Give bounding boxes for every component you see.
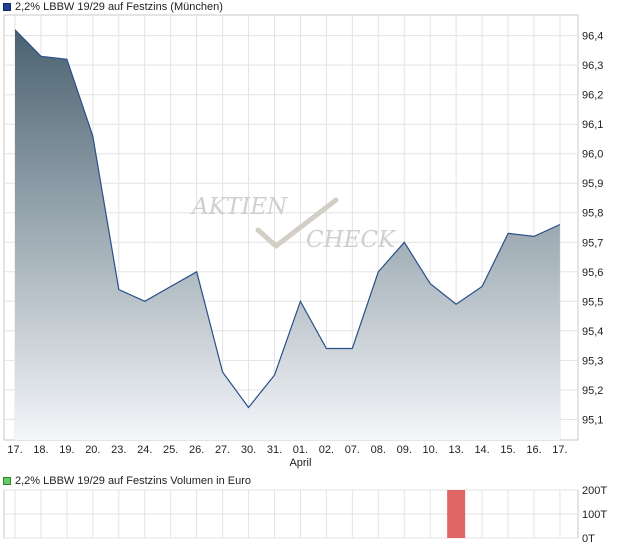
price-y-tick-label: 95,4 xyxy=(582,326,603,338)
x-tick-label: 10. xyxy=(423,444,438,456)
volume-grid xyxy=(3,489,579,539)
price-legend: 2,2% LBBW 19/29 auf Festzins (München) xyxy=(3,0,223,14)
x-tick-label: 23. xyxy=(111,444,126,456)
price-legend-swatch xyxy=(3,3,11,11)
x-tick-label: 18. xyxy=(33,444,48,456)
watermark-bottom-text: CHECK xyxy=(306,227,397,253)
volume-y-tick-label: 200T xyxy=(582,485,607,497)
price-legend-label: 2,2% LBBW 19/29 auf Festzins (München) xyxy=(15,1,223,13)
x-tick-label: 15. xyxy=(500,444,515,456)
price-y-tick-label: 95,6 xyxy=(582,267,603,279)
price-y-tick-label: 95,1 xyxy=(582,414,603,426)
price-line xyxy=(14,29,561,409)
x-tick-label: 30. xyxy=(241,444,256,456)
volume-y-tick-label: 100T xyxy=(582,509,607,521)
x-tick-label: 13. xyxy=(449,444,464,456)
volume-bars xyxy=(447,490,466,538)
x-tick-label: 31. xyxy=(267,444,282,456)
price-area-fill xyxy=(15,29,560,441)
x-tick-label: 24. xyxy=(137,444,152,456)
x-tick-label: 14. xyxy=(474,444,489,456)
price-y-tick-label: 95,7 xyxy=(582,237,603,249)
x-tick-label: 20. xyxy=(85,444,100,456)
price-y-axis: 95,1 95,2 95,3 95,4 95,5 95,6 95,7 95,8 95,9 96,0… xyxy=(582,31,603,427)
price-y-tick-label: 96,4 xyxy=(582,31,603,43)
price-y-tick-label: 96,2 xyxy=(582,90,603,102)
x-tick-label: 26. xyxy=(189,444,204,456)
checkmark-icon xyxy=(255,197,339,249)
x-tick-label: 07. xyxy=(345,444,360,456)
volume-legend: 2,2% LBBW 19/29 auf Festzins Volumen in … xyxy=(3,474,251,488)
x-tick-label: 27. xyxy=(215,444,230,456)
x-axis: 17. 18. 19. 20. 23. 24. 25. 26. 27. 30. 31. 01. 02. 0… xyxy=(7,444,567,456)
price-y-tick-label: 96,1 xyxy=(582,119,603,131)
x-tick-label: 17. xyxy=(552,444,567,456)
price-y-tick-label: 95,5 xyxy=(582,296,603,308)
volume-bar xyxy=(447,490,466,538)
price-y-tick-label: 95,2 xyxy=(582,385,603,397)
volume-legend-swatch xyxy=(3,477,11,485)
volume-legend-label: 2,2% LBBW 19/29 auf Festzins Volumen in … xyxy=(15,475,252,487)
x-tick-label: 17. xyxy=(7,444,22,456)
aktiencheck-watermark: AKTIEN CHECK xyxy=(190,194,397,253)
watermark-top-text: AKTIEN xyxy=(190,194,288,220)
x-tick-label: 01. xyxy=(293,444,308,456)
x-tick-label: 16. xyxy=(526,444,541,456)
x-tick-label: 09. xyxy=(397,444,412,456)
price-y-tick-label: 95,3 xyxy=(582,355,603,367)
month-label: April xyxy=(289,457,311,469)
volume-y-tick-label: 0T xyxy=(582,533,595,545)
x-tick-label: 19. xyxy=(59,444,74,456)
price-y-tick-label: 96,0 xyxy=(582,149,603,161)
price-y-tick-label: 95,9 xyxy=(582,178,603,190)
price-y-tick-label: 96,3 xyxy=(582,60,603,72)
x-tick-label: 08. xyxy=(371,444,386,456)
volume-y-axis: 200T 100T 0T xyxy=(582,485,607,545)
x-tick-label: 25. xyxy=(163,444,178,456)
x-tick-label: 02. xyxy=(319,444,334,456)
price-y-tick-label: 95,8 xyxy=(582,208,603,220)
